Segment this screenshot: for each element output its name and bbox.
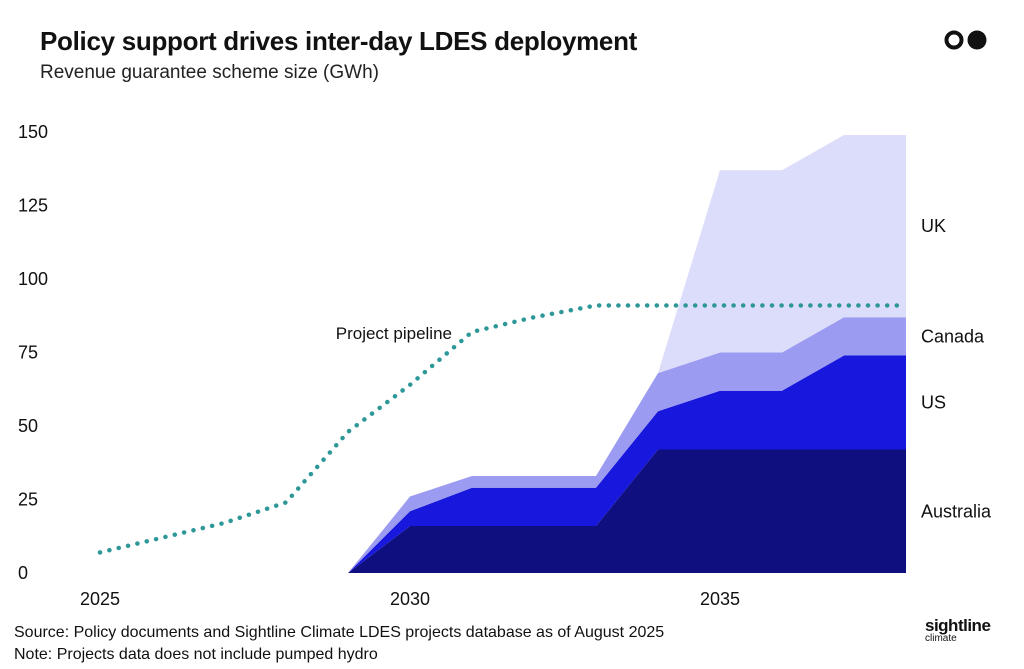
area-uk: [348, 134, 906, 573]
y-tick-label: 0: [18, 563, 28, 583]
y-tick-label: 50: [18, 416, 38, 436]
brand-name: sightline: [925, 616, 991, 635]
pipeline-series: Project pipeline: [97, 303, 909, 555]
area-us: [348, 355, 906, 573]
area-australia: [348, 449, 906, 573]
pipeline-label: Project pipeline: [336, 324, 452, 343]
brand-tagline: climate: [925, 633, 957, 644]
y-axis: 0 25 50 75 100 125 150: [18, 122, 48, 583]
y-tick-label: 100: [18, 269, 48, 289]
y-tick-label: 150: [18, 122, 48, 142]
series-label-uk: UK: [921, 216, 946, 236]
source-note: Source: Policy documents and Sightline C…: [14, 624, 665, 641]
x-tick-label: 2030: [390, 589, 430, 609]
y-tick-label: 25: [18, 490, 38, 510]
series-labels: Australia US Canada UK: [921, 216, 992, 521]
x-axis: 2025 2030 2035: [80, 589, 740, 609]
x-tick-label: 2025: [80, 589, 120, 609]
area-series: [348, 134, 906, 573]
data-note: Note: Projects data does not include pum…: [14, 646, 378, 663]
chart-title: Policy support drives inter-day LDES dep…: [40, 26, 638, 56]
chart-subtitle: Revenue guarantee scheme size (GWh): [40, 62, 379, 83]
series-label-australia: Australia: [921, 501, 992, 521]
series-label-canada: Canada: [921, 326, 985, 346]
series-label-us: US: [921, 392, 946, 412]
x-tick-label: 2035: [700, 589, 740, 609]
y-tick-label: 75: [18, 343, 38, 363]
y-tick-label: 125: [18, 196, 48, 216]
brand-dots-icon: [944, 30, 987, 50]
brand-logo: sightline climate: [925, 616, 1005, 644]
pipeline-line: [97, 303, 909, 555]
area-canada: [348, 317, 906, 573]
